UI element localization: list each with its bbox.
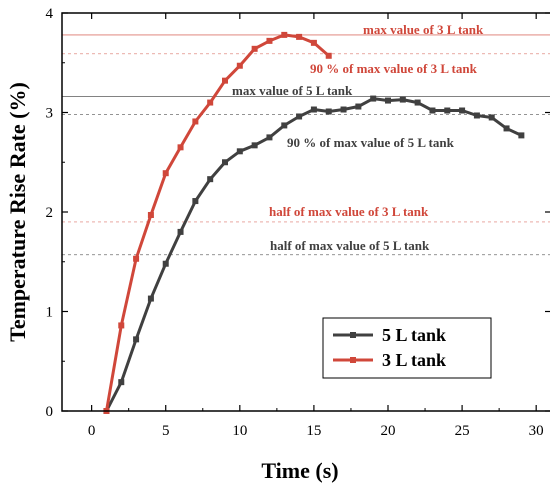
legend: 5 L tank 3 L tank (322, 317, 492, 379)
data-point (236, 62, 243, 69)
x-tick-label: 15 (306, 423, 321, 439)
data-point (133, 255, 140, 262)
data-point (222, 77, 228, 84)
data-point (325, 52, 332, 59)
data-point (503, 125, 510, 132)
y-tick-label: 3 (46, 106, 54, 122)
data-point (266, 134, 273, 141)
legend-label: 5 L tank (382, 325, 446, 345)
data-point (207, 99, 214, 106)
data-point (310, 106, 317, 113)
series-5l-tank (103, 95, 525, 414)
reference-line-label: 90 % of max value of 5 L tank (287, 135, 455, 150)
data-point (192, 118, 199, 125)
data-point (147, 211, 154, 218)
reference-line-label: max value of 5 L tank (232, 83, 353, 98)
legend-label: 3 L tank (382, 350, 446, 370)
x-tick-label: 5 (162, 423, 170, 439)
data-point (340, 106, 347, 113)
data-point (192, 198, 199, 205)
data-point (385, 97, 391, 104)
reference-line-label: 90 % of max value of 3 L tank (310, 61, 478, 76)
data-point (459, 107, 466, 114)
y-tick-label: 4 (46, 6, 54, 22)
legend-items: 5 L tank 3 L tank (333, 325, 446, 370)
data-point (162, 170, 169, 177)
reference-line-label: half of max value of 3 L tank (269, 204, 429, 219)
data-point (133, 336, 140, 343)
data-point (251, 45, 258, 52)
data-point (222, 159, 228, 166)
x-tick-label: 10 (232, 423, 247, 439)
data-point (399, 96, 406, 103)
data-point (162, 260, 169, 267)
y-tick-label: 1 (46, 305, 54, 321)
data-point (488, 114, 495, 121)
data-point (236, 148, 243, 155)
data-point (296, 113, 303, 120)
data-point (473, 112, 480, 119)
legend-box (322, 317, 492, 379)
data-point (296, 33, 303, 40)
y-axis-title: Temperature Rise Rate (%) (5, 82, 30, 342)
data-point (414, 99, 421, 106)
x-tick-label: 0 (88, 423, 96, 439)
axis-ticks: 0 5 10 15 20 25 30 0 1 2 3 4 (46, 6, 550, 439)
data-point (118, 322, 125, 329)
legend-marker (350, 332, 356, 338)
series-line (105, 33, 330, 412)
data-point (518, 132, 525, 139)
data-point (266, 37, 273, 44)
reference-lines (62, 34, 550, 256)
data-point (355, 103, 362, 110)
data-point (281, 31, 288, 38)
data-point (310, 39, 317, 46)
data-point (281, 122, 288, 129)
x-axis-title: Time (s) (261, 458, 338, 483)
y-tick-label: 0 (46, 404, 54, 420)
reference-line-label: max value of 3 L tank (363, 22, 484, 37)
data-point (147, 295, 154, 302)
reference-line-label: half of max value of 5 L tank (270, 238, 430, 253)
x-tick-label: 30 (529, 423, 544, 439)
data-point (444, 107, 451, 114)
data-point (370, 95, 377, 102)
data-point (207, 176, 214, 183)
data-point (325, 108, 332, 115)
data-point (177, 228, 184, 235)
x-tick-label: 20 (381, 423, 396, 439)
annotations: max value of 3 L tank 90 % of max value o… (232, 22, 484, 253)
data-point (118, 379, 125, 386)
data-point (251, 142, 258, 149)
legend-marker (350, 357, 356, 363)
data-point (177, 144, 184, 151)
x-tick-label: 25 (455, 423, 470, 439)
data-point (429, 107, 436, 114)
y-tick-label: 2 (46, 205, 54, 221)
